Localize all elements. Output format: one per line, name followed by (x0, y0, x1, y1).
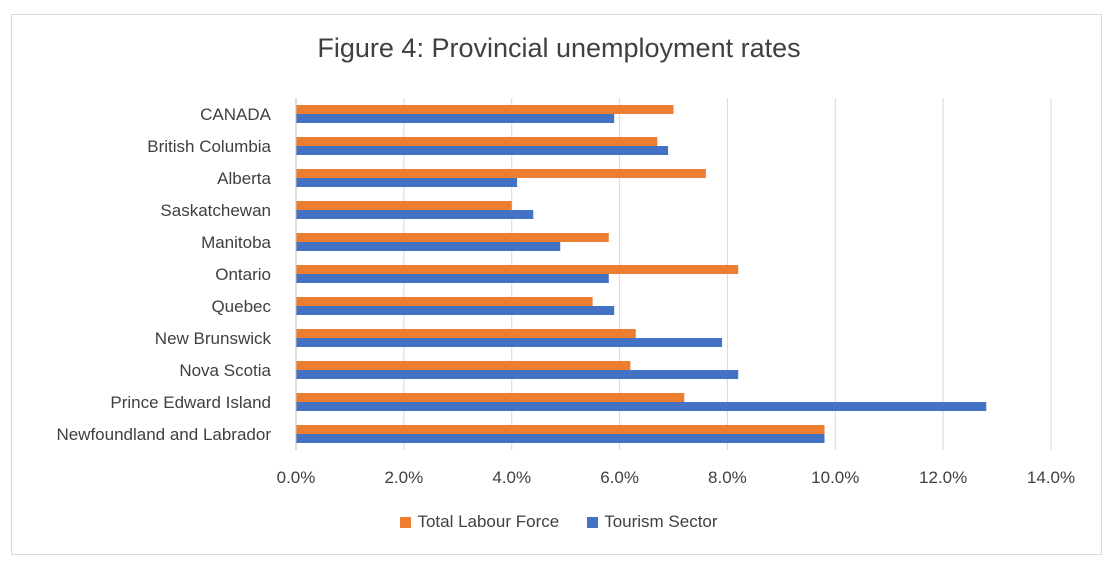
x-tick-label: 8.0% (708, 468, 747, 487)
bar-total-labour-force-prince-edward-island (296, 393, 685, 402)
legend-item-total-labour-force: Total Labour Force (400, 512, 559, 532)
category-label-new-brunswick: New Brunswick (155, 329, 272, 348)
bar-tourism-sector-quebec (296, 306, 615, 315)
bar-total-labour-force-canada (296, 105, 674, 114)
bar-total-labour-force-new-brunswick (296, 329, 636, 338)
bar-tourism-sector-alberta (296, 178, 518, 187)
chart-title: Figure 4: Provincial unemployment rates (317, 33, 801, 63)
legend-item-tourism-sector: Tourism Sector (587, 512, 718, 532)
x-tick-label: 14.0% (1027, 468, 1075, 487)
x-tick-label: 0.0% (277, 468, 316, 487)
category-label-manitoba: Manitoba (201, 233, 271, 252)
bar-total-labour-force-british-columbia (296, 137, 658, 146)
bar-tourism-sector-prince-edward-island (296, 402, 987, 411)
bar-tourism-sector-canada (296, 114, 615, 123)
bar-total-labour-force-manitoba (296, 233, 609, 242)
chart-frame (11, 14, 1102, 555)
bar-tourism-sector-newfoundland-and-labrador (296, 434, 825, 443)
bar-total-labour-force-ontario (296, 265, 739, 274)
chart-legend: Total Labour Force Tourism Sector (0, 512, 1118, 532)
bar-tourism-sector-saskatchewan (296, 210, 534, 219)
tick-labels: 0.0% 2.0% 4.0% 6.0% 8.0% 10.0% 12.0% 14.0% (277, 468, 1075, 487)
category-label-quebec: Quebec (211, 297, 271, 316)
category-label-british-columbia: British Columbia (147, 137, 271, 156)
legend-swatch-tourism-sector (587, 516, 599, 528)
category-label-alberta: Alberta (217, 169, 271, 188)
category-label-canada: CANADA (200, 105, 272, 124)
bars (296, 105, 987, 443)
bar-tourism-sector-british-columbia (296, 146, 669, 155)
category-label-nova-scotia: Nova Scotia (179, 361, 271, 380)
category-label-saskatchewan: Saskatchewan (160, 201, 271, 220)
x-tick-label: 6.0% (600, 468, 639, 487)
legend-swatch-total-labour-force (400, 516, 412, 528)
category-label-ontario: Ontario (215, 265, 271, 284)
bar-total-labour-force-saskatchewan (296, 201, 512, 210)
x-tick-label: 10.0% (811, 468, 859, 487)
bar-tourism-sector-manitoba (296, 242, 561, 251)
bar-total-labour-force-alberta (296, 169, 706, 178)
x-tick-label: 4.0% (492, 468, 531, 487)
legend-label-total-labour-force: Total Labour Force (417, 512, 560, 531)
bar-tourism-sector-nova-scotia (296, 370, 739, 379)
category-label-prince-edward-island: Prince Edward Island (110, 393, 271, 412)
legend-label-tourism-sector: Tourism Sector (604, 512, 718, 531)
bar-tourism-sector-ontario (296, 274, 609, 283)
bar-total-labour-force-nova-scotia (296, 361, 631, 370)
x-tick-label: 12.0% (919, 468, 967, 487)
category-label-newfoundland-and-labrador: Newfoundland and Labrador (56, 425, 271, 444)
category-labels: CANADA British Columbia Alberta Saskatchewa… (56, 105, 271, 444)
bar-total-labour-force-quebec (296, 297, 593, 306)
bar-total-labour-force-newfoundland-and-labrador (296, 425, 825, 434)
x-tick-label: 2.0% (384, 468, 423, 487)
bar-tourism-sector-new-brunswick (296, 338, 723, 347)
